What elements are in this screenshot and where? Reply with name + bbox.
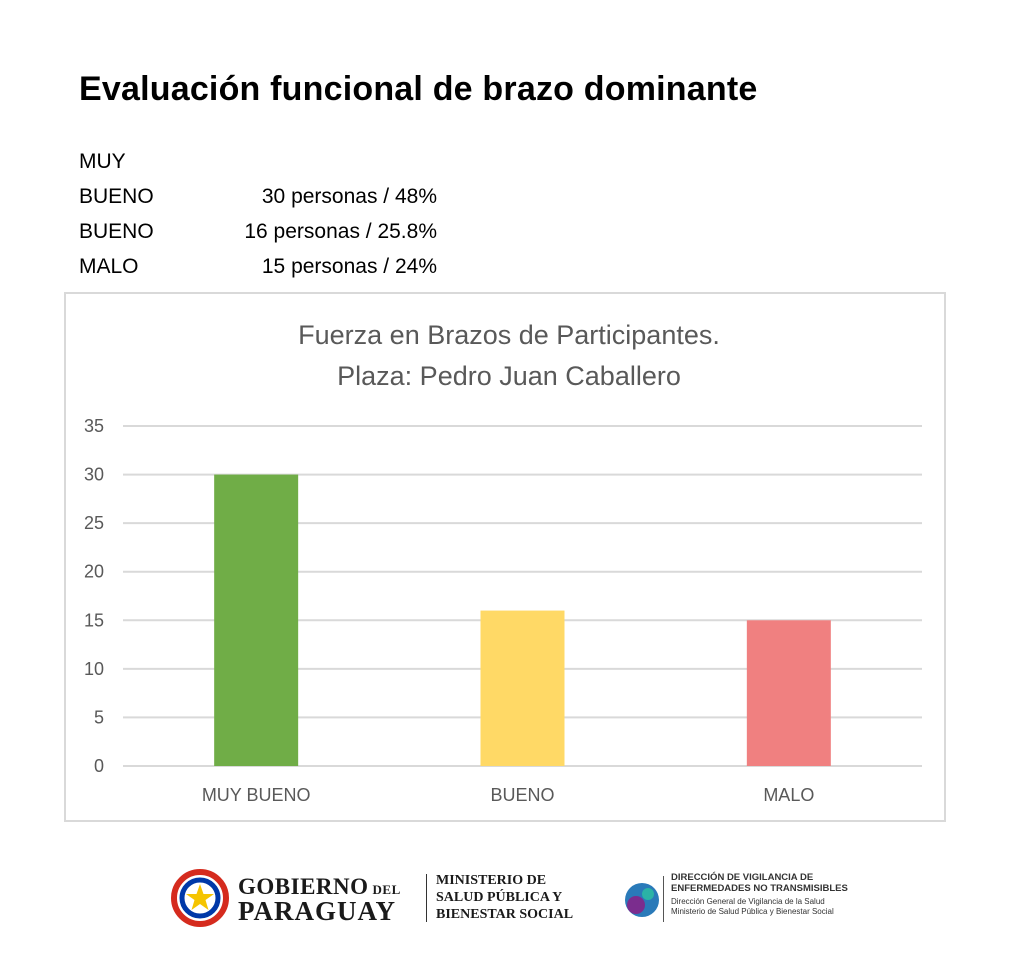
ministry-name: MINISTERIO DE SALUD PÚBLICA Y BIENESTAR …	[436, 872, 573, 923]
chart-container: Fuerza en Brazos de Participantes. Plaza…	[64, 292, 946, 822]
footer-divider	[426, 874, 427, 922]
summary-row-bueno: BUENO 16 personas / 25.8%	[79, 214, 459, 249]
chart-title-line-2: Plaza: Pedro Juan Caballero	[337, 361, 681, 391]
logo-purple-disc	[627, 896, 645, 914]
bar-bueno	[480, 610, 565, 766]
y-tick-label: 0	[94, 756, 104, 776]
logo-teal-disc	[642, 888, 654, 900]
paraguay-emblem-icon	[171, 869, 229, 927]
x-tick-label: BUENO	[490, 785, 554, 805]
gov-name-line-1: GOBIERNO DEL	[238, 874, 401, 900]
bar-malo	[746, 620, 831, 766]
summary-category: BUENO	[79, 185, 154, 208]
summary-category: MALO	[79, 255, 139, 278]
summary-category: MUY	[79, 150, 126, 173]
y-tick-label: 15	[84, 610, 104, 630]
emblem-red-ring	[171, 869, 229, 927]
footer-divider-2	[663, 876, 664, 922]
y-tick-label: 35	[84, 416, 104, 436]
summary-value: 15 personas / 24%	[261, 255, 437, 278]
direction-sub-line: Dirección General de Vigilancia de la Sa…	[671, 897, 825, 906]
summary-value: 30 personas / 48%	[261, 185, 437, 208]
emblem-blue-ring	[179, 877, 221, 919]
direction-name: DIRECCIÓN DE VIGILANCIA DE ENFERMEDADES …	[671, 872, 848, 917]
emblem-star	[186, 884, 214, 910]
ministry-line: MINISTERIO DE	[436, 873, 547, 888]
direction-sub-line: Ministerio de Salud Pública y Bienestar …	[671, 907, 834, 916]
footer-logos: GOBIERNO DEL PARAGUAY MINISTERIO DE SALUD…	[170, 862, 850, 932]
page-title: Evaluación funcional de brazo dominante	[79, 70, 758, 108]
summary-row-malo: MALO 15 personas / 24%	[79, 249, 459, 284]
ministry-line: SALUD PÚBLICA Y	[436, 890, 563, 905]
y-tick-label: 5	[94, 707, 104, 727]
summary-value: 16 personas / 25.8%	[244, 220, 437, 243]
y-tick-label: 25	[84, 513, 104, 533]
y-tick-label: 10	[84, 659, 104, 679]
summary-list: MUY BUENO 30 personas / 48% BUENO 16 per…	[79, 144, 459, 284]
x-tick-label: MALO	[763, 785, 814, 805]
y-tick-label: 30	[84, 465, 104, 485]
summary-row-muy-bueno: MUY BUENO 30 personas / 48%	[79, 144, 459, 214]
summary-category: BUENO	[79, 220, 154, 243]
bar-muy-bueno	[214, 474, 299, 766]
dvent-logo-icon	[625, 883, 659, 917]
bar-chart: Fuerza en Brazos de Participantes. Plaza…	[84, 320, 922, 805]
ministry-line: BIENESTAR SOCIAL	[436, 907, 574, 922]
direction-title-line: DIRECCIÓN DE VIGILANCIA DE	[671, 872, 814, 883]
gov-word-del: DEL	[372, 882, 401, 897]
gov-word-gobierno: GOBIERNO	[238, 874, 369, 899]
gov-name-line-2: PARAGUAY	[238, 896, 397, 926]
direction-title-line: ENFERMEDADES NO TRANSMISIBLES	[671, 883, 848, 894]
chart-title-line-1: Fuerza en Brazos de Participantes.	[298, 320, 720, 350]
y-tick-label: 20	[84, 562, 104, 582]
x-tick-label: MUY BUENO	[202, 785, 311, 805]
